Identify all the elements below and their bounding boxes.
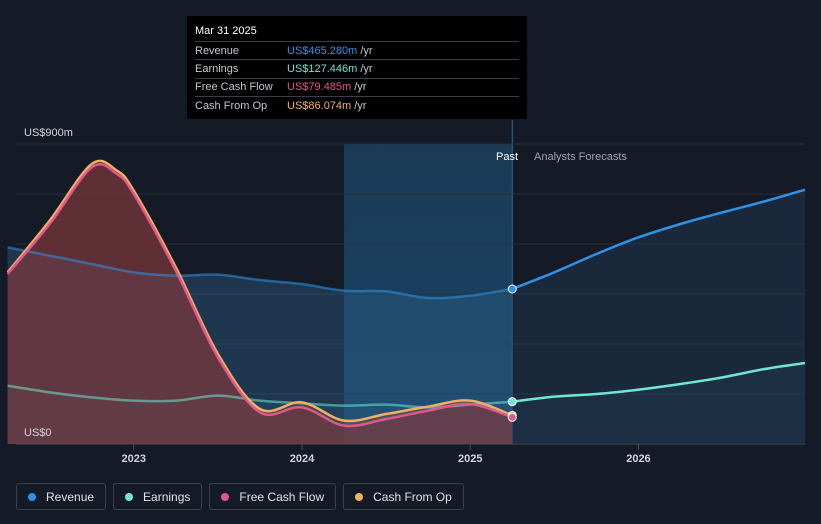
x-tick-label-2026: 2026 bbox=[626, 453, 650, 465]
legend-item-earnings[interactable]: Earnings bbox=[113, 483, 203, 510]
legend-dot-icon bbox=[221, 492, 230, 501]
axis-labels: US$900m US$0 Past Analysts Forecasts bbox=[24, 127, 627, 439]
legend-label: Free Cash Flow bbox=[239, 489, 325, 504]
tooltip-rows: Revenue US$465.280m/yr Earnings US$127.446m… bbox=[195, 41, 519, 115]
tooltip-row-label: Cash From Op bbox=[195, 99, 268, 112]
tooltip-row-value: US$86.074m bbox=[287, 99, 352, 112]
revenue-line bbox=[7, 246, 513, 300]
earnings-forecast-line bbox=[512, 361, 806, 403]
cash-from-op-line bbox=[6, 159, 513, 423]
x-tick-label-2023: 2023 bbox=[122, 453, 146, 465]
revenue-marker bbox=[507, 284, 517, 294]
free-cash-flow-line bbox=[6, 162, 513, 428]
legend-label: Cash From Op bbox=[373, 489, 452, 504]
legend-item-free-cash-flow[interactable]: Free Cash Flow bbox=[209, 483, 337, 510]
tooltip-row-label: Free Cash Flow bbox=[195, 81, 273, 94]
y-axis-top-label: US$900m bbox=[24, 127, 73, 139]
free-cash-flow-marker bbox=[507, 412, 517, 422]
legend-item-cash-from-op[interactable]: Cash From Op bbox=[343, 483, 464, 510]
earnings-marker bbox=[507, 397, 517, 407]
chart-legend: Revenue Earnings Free Cash Flow Cash From O… bbox=[16, 483, 464, 510]
legend-dot-icon bbox=[125, 492, 134, 501]
x-axis-ticks: 2023 2024 2025 2026 bbox=[122, 444, 651, 465]
tooltip-date: Mar 31 2025 bbox=[195, 25, 257, 37]
tooltip-row-unit: /yr bbox=[354, 81, 367, 94]
legend-item-revenue[interactable]: Revenue bbox=[16, 483, 107, 510]
financial-chart: US$900m US$0 Past Analysts Forecasts 202… bbox=[6, 120, 806, 465]
tooltip-row-unit: /yr bbox=[360, 44, 373, 57]
tooltip-row-unit: /yr bbox=[360, 63, 373, 76]
series-lines bbox=[6, 159, 806, 428]
revenue-forecast-line bbox=[511, 188, 806, 291]
tooltip-row: Free Cash Flow US$79.485m/yr bbox=[195, 77, 519, 96]
y-axis-bottom-label: US$0 bbox=[24, 427, 52, 439]
tooltip-row: Cash From Op US$86.074m/yr bbox=[195, 96, 519, 114]
legend-label: Earnings bbox=[143, 489, 191, 504]
earnings-forecast-area bbox=[512, 363, 805, 444]
tooltip-row: Revenue US$465.280m/yr bbox=[195, 41, 519, 59]
area-fills bbox=[7, 160, 805, 445]
hover-tooltip: Mar 31 2025 Revenue US$465.280m/yr Earning… bbox=[187, 16, 527, 119]
tooltip-row-label: Revenue bbox=[195, 44, 240, 57]
legend-dot-icon bbox=[28, 492, 36, 501]
tooltip-row: Earnings US$127.446m/yr bbox=[195, 59, 519, 77]
tooltip-row-unit: /yr bbox=[354, 99, 367, 112]
legend-dot-icon bbox=[355, 492, 364, 501]
tooltip-row-value: US$79.485m bbox=[287, 81, 352, 94]
x-tick-label-2025: 2025 bbox=[458, 453, 482, 465]
tooltip-row-label: Earnings bbox=[195, 63, 239, 76]
tooltip-row-value: US$465.280m bbox=[287, 44, 358, 57]
free-cash-flow-area bbox=[7, 164, 513, 444]
legend-label: Revenue bbox=[46, 489, 95, 504]
series-markers bbox=[507, 284, 517, 422]
past-label: Past bbox=[496, 151, 518, 163]
forecast-label: Analysts Forecasts bbox=[534, 151, 627, 163]
tooltip-row-value: US$127.446m bbox=[287, 63, 358, 76]
x-tick-label-2024: 2024 bbox=[290, 453, 315, 465]
